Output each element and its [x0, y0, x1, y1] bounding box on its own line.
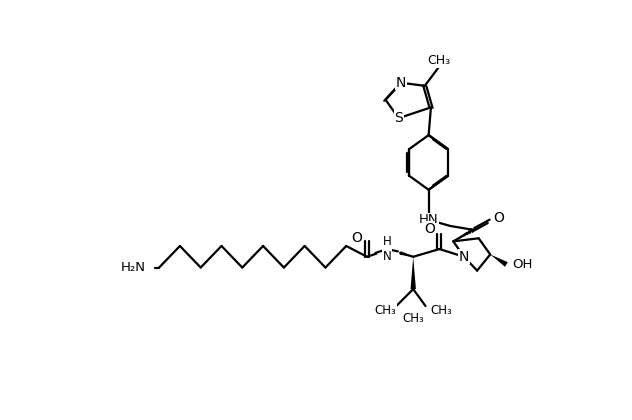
Text: OH: OH: [512, 258, 532, 271]
Text: O: O: [351, 231, 362, 245]
Text: H
N: H N: [382, 235, 391, 263]
Text: O: O: [424, 222, 435, 236]
Text: CH₃: CH₃: [375, 304, 396, 318]
Text: HN: HN: [419, 213, 439, 226]
Text: S: S: [394, 111, 403, 125]
Text: CH₃: CH₃: [403, 312, 424, 325]
Text: CH₃: CH₃: [430, 304, 452, 318]
Text: O: O: [494, 211, 504, 225]
Text: H₂N: H₂N: [120, 261, 145, 274]
Polygon shape: [490, 255, 507, 267]
Text: CH₃: CH₃: [427, 54, 450, 67]
Text: N: N: [396, 76, 406, 90]
Text: N: N: [459, 250, 469, 264]
Polygon shape: [411, 257, 416, 289]
